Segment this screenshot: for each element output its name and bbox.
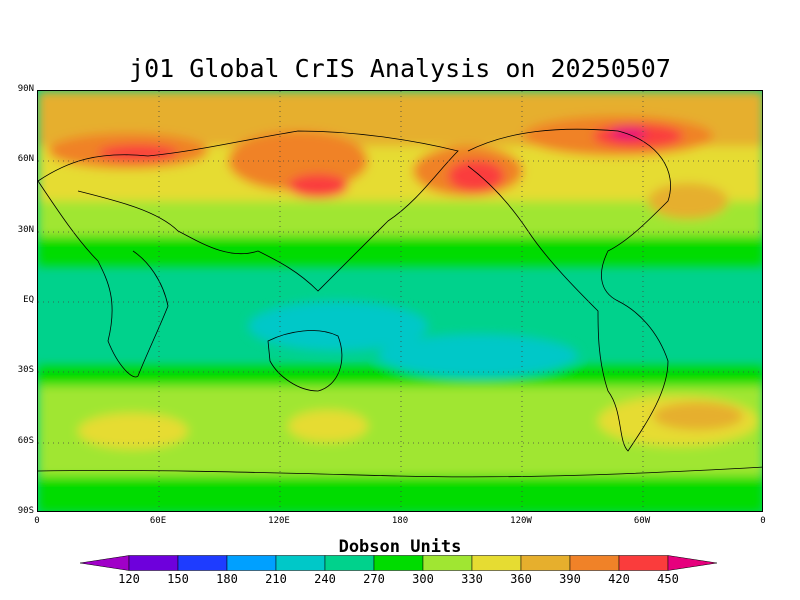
colorbar-tick-label: 330 bbox=[461, 572, 483, 586]
colorbar-segment bbox=[569, 555, 620, 571]
colorbar-tick-label: 120 bbox=[118, 572, 140, 586]
coastlines bbox=[38, 128, 762, 478]
colorbar-segment bbox=[618, 555, 669, 571]
lat-label-60n: 60N bbox=[17, 154, 34, 164]
colorbar-tick-label: 150 bbox=[167, 572, 189, 586]
colorbar-segment bbox=[520, 555, 571, 571]
colorbar-tick-label: 360 bbox=[510, 572, 532, 586]
sh-patch-atlantic bbox=[78, 413, 188, 449]
lat-label-90n: 90N bbox=[17, 84, 34, 94]
colorbar bbox=[80, 555, 718, 571]
max-canada-core bbox=[610, 127, 646, 139]
map-title: j01 Global CrIS Analysis on 20250507 bbox=[129, 54, 671, 83]
lon-label-0: 0 bbox=[34, 516, 40, 526]
colorbar-segment bbox=[128, 555, 179, 571]
colorbar-tick-label: 240 bbox=[314, 572, 336, 586]
colorbar-tick-label: 180 bbox=[216, 572, 238, 586]
colorbar-tick-label: 270 bbox=[363, 572, 385, 586]
americas-coast bbox=[467, 128, 671, 452]
lon-label-0-east: 0 bbox=[760, 516, 766, 526]
lat-label-90s: 90S bbox=[17, 506, 34, 516]
colorbar-tick-label: 390 bbox=[559, 572, 581, 586]
colorbar-segment bbox=[275, 555, 326, 571]
lon-label-120e: 120E bbox=[268, 516, 290, 526]
colorbar-segment bbox=[177, 555, 228, 571]
africa-coast bbox=[38, 180, 169, 378]
colorbar-segment bbox=[324, 555, 375, 571]
australia-coast bbox=[267, 330, 343, 392]
colorbar-tick-label: 420 bbox=[608, 572, 630, 586]
lat-label-60s: 60S bbox=[17, 436, 34, 446]
polar-south bbox=[38, 476, 762, 511]
colorbar-tick-label: 300 bbox=[412, 572, 434, 586]
tropical-pool-east bbox=[378, 334, 578, 378]
tropical-pool-west bbox=[248, 301, 428, 351]
colorbar-tick-label: 450 bbox=[657, 572, 679, 586]
ozone-field bbox=[38, 91, 762, 511]
colorbar-title: Dobson Units bbox=[338, 537, 462, 557]
grid bbox=[38, 91, 762, 511]
lat-label-eq: EQ bbox=[23, 295, 34, 305]
lat-label-30n: 30N bbox=[17, 225, 34, 235]
ozone-map bbox=[37, 90, 763, 512]
lon-label-180: 180 bbox=[391, 516, 409, 526]
lat-label-30s: 30S bbox=[17, 365, 34, 375]
antarctica-coast bbox=[38, 466, 762, 478]
sh-patch-sa-core bbox=[653, 402, 743, 430]
colorbar-segment bbox=[226, 555, 277, 571]
max-europe bbox=[98, 145, 178, 161]
max-aleutian bbox=[448, 160, 504, 192]
colorbar-min-triangle bbox=[80, 555, 130, 571]
lon-label-60e: 60E bbox=[149, 516, 167, 526]
sh-patch-tasman bbox=[288, 410, 368, 442]
colorbar-segment bbox=[471, 555, 522, 571]
colorbar-max-triangle bbox=[667, 555, 718, 571]
eurasia-coast bbox=[38, 130, 459, 292]
colorbar-segment bbox=[422, 555, 473, 571]
nh-patch-atlantic bbox=[648, 183, 728, 219]
colorbar-segment bbox=[373, 555, 424, 571]
colorbar-tick-label: 210 bbox=[265, 572, 287, 586]
max-asia bbox=[288, 174, 348, 198]
lon-label-120w: 120W bbox=[510, 516, 532, 526]
lon-label-60w: 60W bbox=[633, 516, 651, 526]
